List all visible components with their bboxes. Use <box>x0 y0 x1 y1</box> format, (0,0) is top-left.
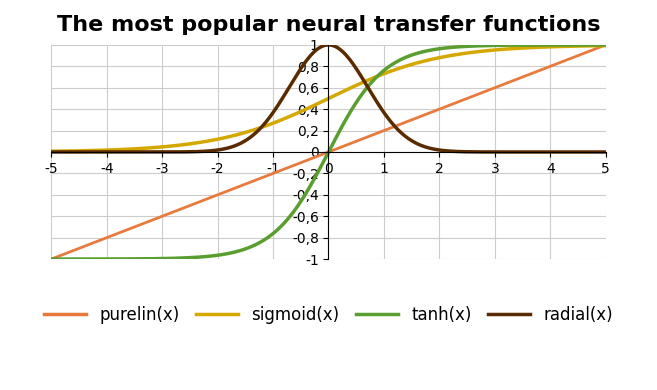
purelin(x) <box>271 170 279 175</box>
tanh(x) <box>47 257 55 261</box>
sigmoid(x) <box>489 48 497 52</box>
purelin(x) <box>489 86 497 90</box>
radial(x) <box>271 107 279 112</box>
tanh(x) <box>428 48 436 52</box>
tanh(x) <box>292 207 300 211</box>
sigmoid(x) <box>271 120 279 124</box>
Line: radial(x): radial(x) <box>51 45 606 152</box>
purelin(x) <box>47 257 55 261</box>
purelin(x) <box>428 110 436 114</box>
tanh(x) <box>271 229 279 234</box>
tanh(x) <box>104 257 112 261</box>
purelin(x) <box>104 235 112 239</box>
sigmoid(x) <box>292 112 300 116</box>
purelin(x) <box>292 162 300 167</box>
sigmoid(x) <box>47 149 55 154</box>
tanh(x) <box>480 43 487 48</box>
sigmoid(x) <box>104 148 112 152</box>
purelin(x) <box>480 90 487 94</box>
sigmoid(x) <box>428 57 436 62</box>
Line: tanh(x): tanh(x) <box>51 45 606 259</box>
Legend: purelin(x), sigmoid(x), tanh(x), radial(x): purelin(x), sigmoid(x), tanh(x), radial(… <box>37 300 620 331</box>
radial(x) <box>490 150 498 154</box>
radial(x) <box>602 150 610 154</box>
radial(x) <box>325 43 332 47</box>
tanh(x) <box>602 43 610 47</box>
sigmoid(x) <box>480 49 487 53</box>
radial(x) <box>292 74 300 79</box>
Title: The most popular neural transfer functions: The most popular neural transfer functio… <box>57 15 600 35</box>
tanh(x) <box>489 43 497 48</box>
radial(x) <box>47 150 55 154</box>
Line: purelin(x): purelin(x) <box>51 45 606 259</box>
radial(x) <box>480 150 488 154</box>
radial(x) <box>428 147 436 151</box>
sigmoid(x) <box>602 43 610 48</box>
purelin(x) <box>602 43 610 47</box>
Line: sigmoid(x): sigmoid(x) <box>51 46 606 151</box>
radial(x) <box>104 150 112 154</box>
